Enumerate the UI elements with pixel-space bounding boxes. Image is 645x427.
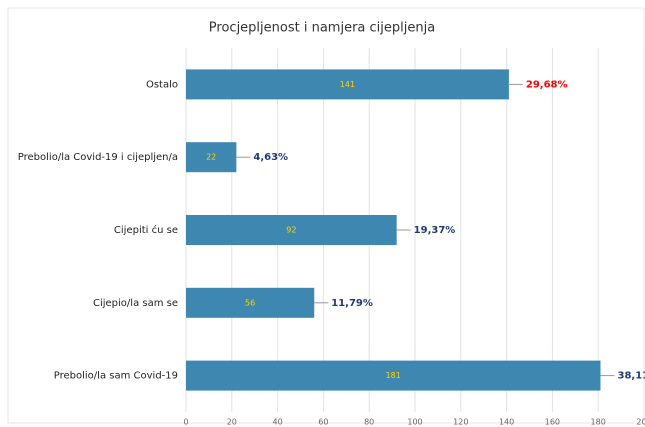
x-tick-label: 180	[591, 418, 606, 427]
bar	[186, 360, 601, 391]
x-tick-label: 40	[273, 418, 283, 427]
category-label: Ostalo	[146, 79, 178, 90]
x-tick-label: 200	[636, 418, 645, 427]
x-tick-label: 120	[453, 418, 468, 427]
x-tick-label: 60	[318, 418, 328, 427]
bar	[186, 287, 315, 318]
bar	[186, 69, 509, 100]
percent-label: 4,63%	[253, 152, 288, 163]
x-tick-label: 100	[407, 418, 422, 427]
bar	[186, 215, 397, 245]
x-tick-label: 80	[364, 418, 374, 427]
bar	[186, 142, 237, 173]
percent-label: 11,79%	[331, 298, 373, 309]
value-label: 56	[245, 298, 255, 307]
percent-label: 19,37%	[414, 225, 456, 236]
category-label: Cijepiti ću se	[114, 224, 178, 236]
value-label: 141	[340, 80, 355, 89]
category-label: Prebolio/la sam Covid-19	[54, 371, 178, 382]
value-label: 92	[286, 226, 296, 235]
x-tick-label: 0	[183, 418, 188, 427]
percent-label: 29,68%	[526, 79, 568, 90]
x-tick-label: 140	[499, 418, 514, 427]
value-label: 22	[206, 153, 216, 162]
chart-title: Procjepljenost i namjera cijepljenja	[209, 21, 435, 36]
x-tick-label: 160	[545, 418, 560, 427]
category-label: Cijepio/la sam se	[93, 298, 178, 309]
value-label: 181	[386, 371, 401, 380]
percent-label: 38,11%	[617, 371, 645, 382]
category-label: Prebolio/la Covid-19 i cijepljen/a	[18, 152, 178, 163]
x-tick-label: 20	[227, 418, 237, 427]
